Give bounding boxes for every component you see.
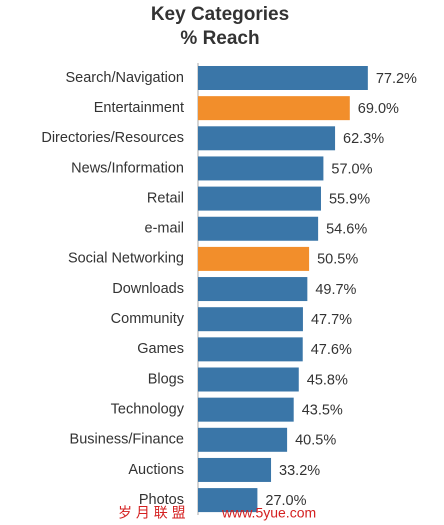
y-tick-label: Games <box>137 341 184 357</box>
y-tick-label: Blogs <box>148 371 184 387</box>
y-tick-label: Retail <box>147 190 184 206</box>
bar <box>198 488 258 513</box>
bar <box>198 397 294 422</box>
value-label: 43.5% <box>302 402 343 418</box>
y-tick-label: Business/Finance <box>70 432 184 448</box>
bar <box>198 337 303 362</box>
value-label: 77.2% <box>376 71 417 87</box>
y-tick-label: Community <box>111 311 185 327</box>
value-label: 33.2% <box>279 463 320 479</box>
bar <box>198 66 368 90</box>
value-label: 49.7% <box>315 282 356 298</box>
value-label: 57.0% <box>331 161 372 177</box>
bar <box>198 216 319 241</box>
value-label: 27.0% <box>265 493 306 509</box>
y-tick-label: Technology <box>111 401 185 417</box>
bar <box>198 457 272 482</box>
y-tick-label: Photos <box>139 492 184 508</box>
y-tick-label: Search/Navigation <box>66 70 185 86</box>
chart-subtitle: % Reach <box>180 28 259 49</box>
value-label: 55.9% <box>329 191 370 207</box>
y-tick-label: Auctions <box>128 462 184 478</box>
bar <box>198 246 310 271</box>
value-label: 47.7% <box>311 312 352 328</box>
y-tick-label: Downloads <box>112 281 184 297</box>
y-tick-label: News/Information <box>71 160 184 176</box>
y-tick-label: Social Networking <box>68 251 184 267</box>
bar <box>198 367 299 392</box>
watermark: 岁 月 联 盟 <box>118 505 186 521</box>
y-tick-label: Directories/Resources <box>41 130 184 146</box>
bar <box>198 307 303 332</box>
y-tick-label: Entertainment <box>94 100 184 116</box>
value-label: 47.6% <box>311 342 352 358</box>
value-label: 69.0% <box>358 101 399 117</box>
value-label: 40.5% <box>295 433 336 449</box>
bar <box>198 427 288 452</box>
y-tick-label: e-mail <box>145 221 184 237</box>
bar <box>198 126 336 151</box>
value-label: 62.3% <box>343 131 384 147</box>
chart-title: Key Categories <box>151 4 289 25</box>
value-label: 54.6% <box>326 222 367 238</box>
bar <box>198 96 350 121</box>
bar <box>198 186 321 211</box>
value-label: 45.8% <box>307 372 348 388</box>
bar <box>198 156 324 181</box>
bar <box>198 277 308 302</box>
watermark-url: www.5yue.com <box>221 505 316 521</box>
value-label: 50.5% <box>317 252 358 268</box>
